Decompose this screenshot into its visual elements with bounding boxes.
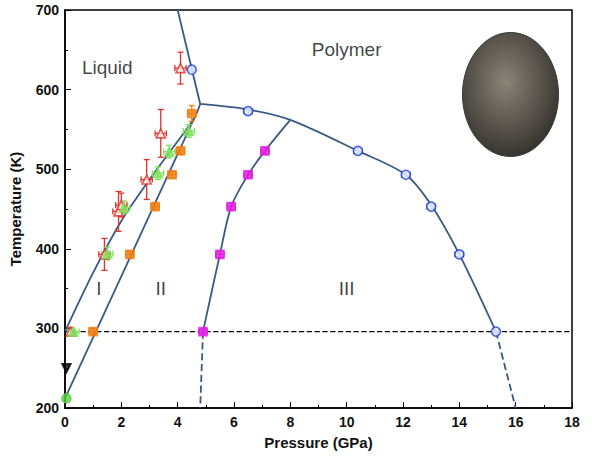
svg-text:16: 16 bbox=[508, 414, 524, 430]
svg-text:II: II bbox=[155, 278, 166, 299]
svg-text:2: 2 bbox=[117, 414, 125, 430]
svg-text:III: III bbox=[339, 278, 355, 299]
svg-text:0: 0 bbox=[61, 414, 69, 430]
svg-text:18: 18 bbox=[564, 414, 580, 430]
svg-text:Temperature (K): Temperature (K) bbox=[7, 152, 24, 267]
svg-text:300: 300 bbox=[36, 320, 60, 336]
svg-text:500: 500 bbox=[36, 161, 60, 177]
svg-text:10: 10 bbox=[339, 414, 355, 430]
svg-text:4: 4 bbox=[174, 414, 182, 430]
svg-text:600: 600 bbox=[36, 82, 60, 98]
svg-text:6: 6 bbox=[230, 414, 238, 430]
svg-text:I: I bbox=[96, 278, 101, 299]
svg-text:12: 12 bbox=[395, 414, 411, 430]
svg-text:Pressure (GPa): Pressure (GPa) bbox=[264, 434, 372, 451]
svg-text:Liquid: Liquid bbox=[82, 57, 133, 78]
svg-text:700: 700 bbox=[36, 2, 60, 18]
svg-text:8: 8 bbox=[286, 414, 294, 430]
svg-text:400: 400 bbox=[36, 241, 60, 257]
svg-text:14: 14 bbox=[452, 414, 468, 430]
svg-text:Polymer: Polymer bbox=[312, 39, 382, 60]
svg-text:200: 200 bbox=[36, 400, 60, 416]
